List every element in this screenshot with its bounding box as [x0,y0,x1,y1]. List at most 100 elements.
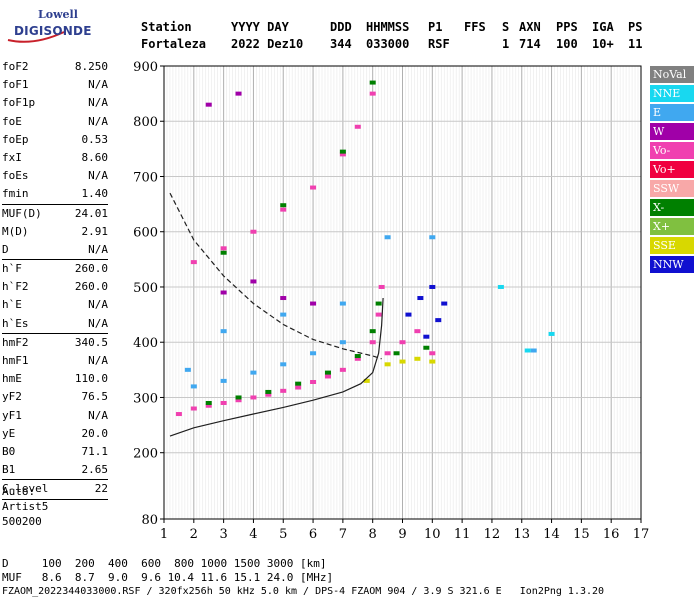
x-tick-label: 2 [190,527,198,542]
header-label-pps: PPS [556,20,578,34]
echo-point [548,331,555,336]
footer-info: FZAOM_2022344033000.RSF / 320fx256h 50 k… [2,586,605,597]
echo-point [280,296,287,301]
echo-point [435,318,442,323]
param-value: 20.0 [81,426,109,440]
param-value: N/A [88,316,108,330]
param-key: fxI [2,150,22,164]
echo-point [280,362,287,367]
legend-item: W [650,123,694,140]
logo-line-2: DIGISONDE [14,24,92,38]
param-key: h`F [2,262,22,276]
echo-point [220,400,227,405]
echo-point [280,203,287,208]
echo-point [384,351,391,356]
y-tick-label: 200 [133,447,158,462]
param-key: D [2,242,9,256]
echo-point [369,80,376,85]
echo-point [369,340,376,345]
legend-item: X+ [650,218,694,235]
scaled-parameters-panel: foF2 8.250 foF1 N/A foF1p N/A foE N/A foEp 0.53 fx… [2,58,108,500]
chart-grid [163,65,642,520]
echo-point [339,301,346,306]
param-separator [2,332,108,334]
legend-item: E [650,104,694,121]
x-tick-label: 12 [484,527,501,542]
echo-point [280,207,287,212]
param-key: C-level [2,482,49,496]
echo-point [354,124,361,129]
param-value: N/A [88,354,108,367]
echo-point [324,370,331,375]
param-key: foEs [2,169,29,183]
param-key: yF1 [2,408,22,422]
param-separator [2,479,108,481]
param-row: MUF(D) 24.01 [2,205,108,223]
echo-point [375,301,382,306]
y-axis-ticks: 80 200 300 400 500 600 700 800 900 [133,60,164,528]
param-value: 76.5 [81,390,109,404]
x-tick-label: 10 [424,527,441,542]
echo-point [384,362,391,367]
param-row: hmE 110.0 [2,370,108,388]
header-label-ddd: DDD [330,20,352,34]
echo-point [405,312,412,317]
param-row: fmin 1.40 [2,185,108,203]
echo-point [205,400,212,405]
echo-point [184,367,191,372]
echo-point [339,367,346,372]
param-row: hmF1 N/A [2,352,108,370]
x-tick-label: 4 [249,527,257,542]
y-tick-label: 80 [141,513,158,528]
echo-point [354,354,361,359]
echo-point [220,246,227,251]
x-tick-label: 3 [219,527,227,542]
echo-point [429,359,436,364]
param-value: 0.53 [81,132,109,146]
legend-item: SSE [650,237,694,254]
echo-point [417,296,424,301]
echo-point [375,312,382,317]
y-tick-label: 600 [133,226,158,241]
echo-point [441,301,448,306]
chart-echo-marks [175,80,555,417]
param-key: foE [2,114,22,128]
param-value: 8.250 [74,60,108,73]
trace-dashed [169,192,382,360]
echo-point [310,185,317,190]
echo-point [393,351,400,356]
echo-point [354,356,361,361]
echo-point [339,340,346,345]
echo-point [235,395,242,400]
echo-point [280,312,287,317]
echo-point [423,345,430,350]
echo-point [310,379,317,384]
echo-point [295,381,302,386]
echo-point [175,412,182,417]
y-tick-label: 900 [133,60,158,75]
legend-item: Vo+ [650,161,694,178]
param-row: h`E N/A [2,296,108,314]
echo-point [265,389,272,394]
logo-line-1: Lowell [38,8,78,21]
muf-row: MUF 8.6 8.7 9.0 9.6 10.4 11.6 15.1 24.0 … [2,571,334,584]
echo-point [295,385,302,390]
header-value-hhmmss: 033000 [366,37,410,51]
echo-point [363,378,370,383]
header-label-s: S [502,20,510,34]
header-value-ddd: 344 [330,37,352,51]
trace-solid [169,297,384,437]
echo-point [524,348,531,353]
header-label-iga: IGA [592,20,614,34]
param-value: N/A [88,242,108,256]
echo-point [369,329,376,334]
param-key: hmF1 [2,354,29,367]
header-value-ffs: 1 [502,37,510,51]
param-key: foEp [2,132,29,146]
echo-point [497,284,504,289]
echo-point [250,395,257,400]
station-header: Station YYYY DAY DDD HHMMSS P1 FFS S AXN… [0,0,700,56]
param-key: B0 [2,444,16,458]
echo-point [235,398,242,403]
param-key: h`E [2,298,22,312]
